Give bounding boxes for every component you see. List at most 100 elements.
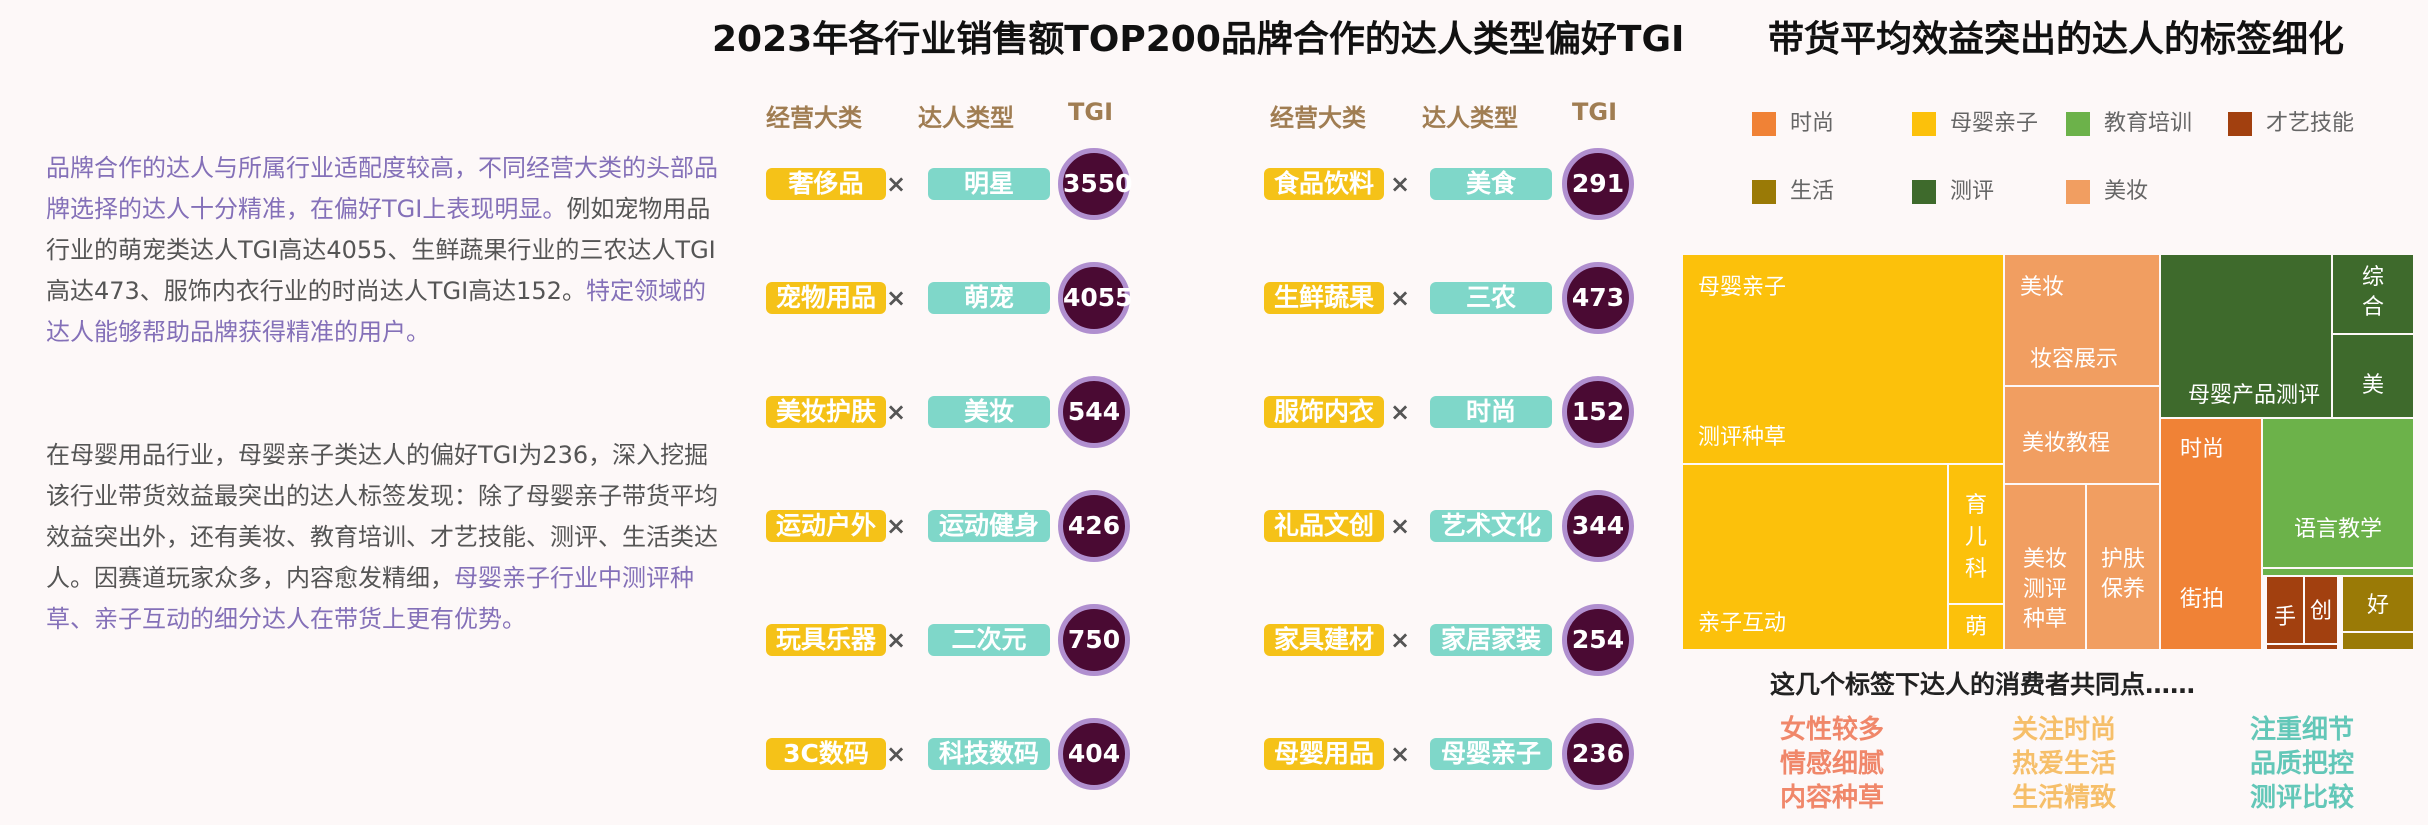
treemap-cell-label: 创 [2310,599,2332,624]
treemap-cell [2333,335,2413,417]
treemap-cell [2305,577,2337,643]
times-icon: × [886,512,907,540]
commons-tag: 女性较多 [1780,715,1885,745]
treemap-cell-filler [2263,569,2413,575]
treemap-cell [2333,255,2413,333]
header-tgi-left: TGI [1068,98,1113,126]
commons-title: 这几个标签下达人的消费者共同点…… [1770,670,2196,699]
treemap-cell-label: 萌 [1965,615,1987,640]
header-category-left: 经营大类 [766,104,862,132]
creator-type-tag: 三农 [1430,282,1552,314]
commons-tag: 热爱生活 [2012,749,2117,779]
commons-tag: 品质把控 [2250,749,2355,779]
times-icon: × [886,398,907,426]
commons-tag: 情感细腻 [1780,749,1885,779]
commons-tag: 关注时尚 [2012,715,2117,745]
tgi-value: 236 [1562,718,1634,790]
treemap-cell-label: 美 [2362,373,2384,398]
header-tgi-right: TGI [1572,98,1617,126]
creator-type-tag: 科技数码 [928,738,1050,770]
treemap-cell [2267,577,2303,643]
category-tag: 宠物用品 [766,282,886,314]
treemap-cell-label: 测评种草 [1698,425,1786,450]
commons-tag: 生活精致 [2012,783,2117,813]
tgi-value: 404 [1058,718,1130,790]
legend-label: 测评 [1950,179,1995,204]
times-icon: × [1390,284,1411,312]
creator-type-tag: 时尚 [1430,396,1552,428]
intro-text-highlight-end: 特定领域的达人能够帮助品牌获得精准的用户。 [46,277,706,346]
tgi-value: 750 [1058,604,1130,676]
header-category-right: 经营大类 [1270,104,1366,132]
tgi-value: 4055 [1058,262,1133,334]
commons-tag: 注重细节 [2250,715,2355,745]
treemap-cell [2161,419,2261,649]
treemap-cell [1683,255,2003,463]
legend-label: 才艺技能 [2266,111,2355,136]
times-icon: × [1390,512,1411,540]
creator-type-tag: 美妆 [928,396,1050,428]
legend-swatch [1752,112,1776,136]
commons-group: 女性较多情感细腻内容种草 [1780,713,1884,815]
treemap-cell [1683,465,1947,649]
treemap-cell-filler [2161,625,2261,649]
treemap-cell-filler [2343,633,2413,649]
creator-type-tag: 明星 [928,168,1050,200]
times-icon: × [886,284,907,312]
legend-swatch [1752,180,1776,204]
tgi-value: 344 [1562,490,1634,562]
commons-group: 注重细节 品质把控 测评比较 [2250,713,2354,815]
treemap-cell-label: 亲子互动 [1698,611,1786,636]
treemap-cell-label: 语言教学 [2294,517,2382,542]
category-tag: 运动户外 [766,510,886,542]
category-tag: 美妆护肤 [766,396,886,428]
intro-paragraph: 品牌合作的达人与所属行业适配度较高，不同经营大类的头部品牌选择的达人十分精准，在… [46,148,726,353]
times-icon: × [1390,740,1411,768]
times-icon: × [886,626,907,654]
legend-label: 教育培训 [2104,111,2193,136]
treemap-cell [1949,605,2003,649]
tgi-value: 3550 [1058,148,1133,220]
times-icon: × [886,740,907,768]
treemap-cell [2263,419,2413,567]
treemap-cell [2005,387,2159,483]
category-tag: 服饰内衣 [1264,396,1384,428]
creator-type-tag: 萌宠 [928,282,1050,314]
analysis-text-highlight: 母婴亲子行业中测评种草、亲子互动的细分达人在带货上更有优势。 [46,564,694,633]
intro-text-highlight: 品牌合作的达人与所属行业适配度较高，不同经营大类的头部品牌选择的达人十分精准，在… [46,154,718,223]
tgi-value: 544 [1058,376,1130,448]
legend-label: 母婴亲子 [1950,111,2039,136]
creator-type-tag: 家居家装 [1430,624,1552,656]
treemap-cell-label: 母婴亲子 [1698,275,1786,300]
left-chart-title: 2023年各行业销售额TOP200品牌合作的达人类型偏好TGI [712,19,1685,60]
treemap-cell [1949,465,2003,603]
times-icon: × [1390,398,1411,426]
legend-swatch [1912,180,1936,204]
treemap-cell [2161,255,2331,417]
creator-type-tag: 二次元 [928,624,1050,656]
category-tag: 母婴用品 [1264,738,1384,770]
commons-tag: 内容种草 [1780,783,1885,813]
intro-text: 例如宠物用品行业的萌宠类达人TGI高达4055、生鲜蔬果行业的三农达人TGI高达… [46,195,716,305]
analysis-paragraph: 在母婴用品行业，母婴亲子类达人的偏好TGI为236，深入挖掘该行业带货效益最突出… [46,435,726,640]
treemap-cell-label: 街拍 [2180,587,2224,612]
tgi-value: 291 [1562,148,1634,220]
treemap-cell-filler [2267,645,2337,649]
creator-type-tag: 艺术文化 [1430,510,1552,542]
tgi-value: 473 [1562,262,1634,334]
treemap-cell-label: 手 [2274,605,2296,630]
treemap-cell-label: 美妆 [2020,275,2064,300]
header-type-right: 达人类型 [1422,104,1518,132]
category-tag: 3C数码 [766,738,886,770]
treemap-cell-label: 护肤保养 [2101,547,2145,602]
legend-swatch [2066,180,2090,204]
category-tag: 食品饮料 [1264,168,1384,200]
times-icon: × [1390,626,1411,654]
legend-label: 美妆 [2104,179,2149,204]
times-icon: × [886,170,907,198]
creator-type-tag: 母婴亲子 [1430,738,1552,770]
legend-label: 生活 [1790,179,1835,204]
category-tag: 礼品文创 [1264,510,1384,542]
treemap-cell [2087,485,2159,649]
